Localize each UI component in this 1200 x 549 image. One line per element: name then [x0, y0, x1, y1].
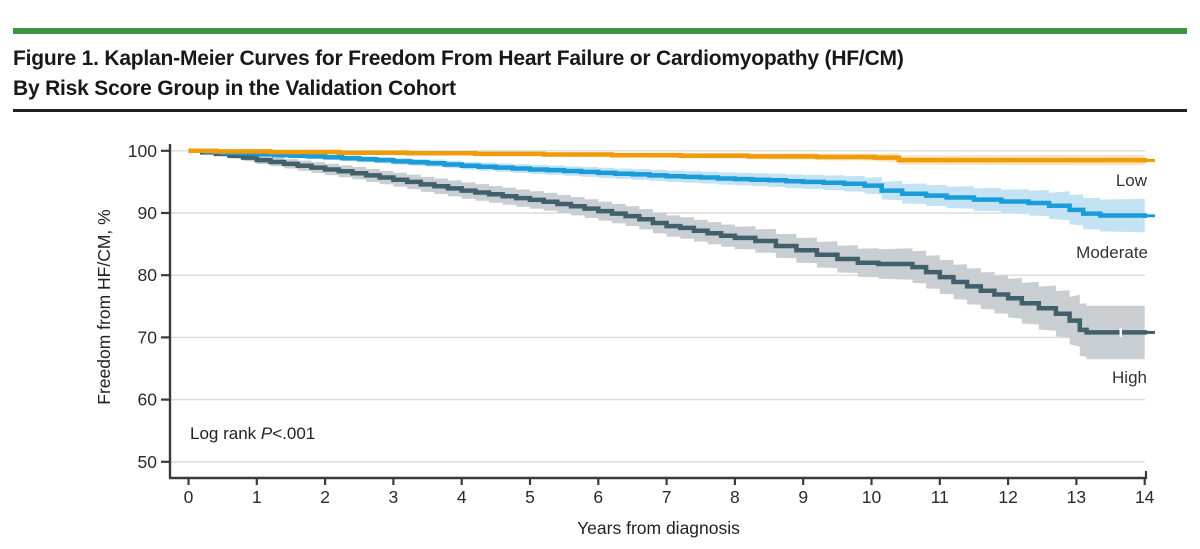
y-tick-label-60: 60	[138, 390, 158, 410]
y-tick-label-50: 50	[138, 452, 158, 472]
x-tick-label-1: 1	[252, 487, 262, 507]
log-rank-stat: P	[260, 424, 273, 443]
x-tick-label-13: 13	[1067, 487, 1086, 507]
x-tick-label-4: 4	[457, 487, 467, 507]
x-tick-label-12: 12	[998, 487, 1017, 507]
y-axis-label: Freedom from HF/CM, %	[94, 209, 114, 405]
x-axis-label: Years from diagnosis	[577, 518, 740, 538]
x-tick-label-5: 5	[525, 487, 535, 507]
curve-label-low: Low	[1115, 171, 1147, 190]
log-rank-annotation: Log rank P<.001	[190, 424, 315, 444]
km-curve-low	[188, 148, 1147, 163]
x-tick-label-8: 8	[730, 487, 740, 507]
log-rank-prefix: Log rank	[190, 424, 261, 443]
x-tick-label-3: 3	[389, 487, 399, 507]
x-tick-label-6: 6	[593, 487, 603, 507]
log-rank-value: <.001	[272, 424, 316, 443]
curve-label-moderate: Moderate	[1076, 243, 1148, 262]
figure-title-line2: By Risk Score Group in the Validation Co…	[13, 77, 456, 100]
x-tick-label-9: 9	[798, 487, 808, 507]
y-tick-label-80: 80	[138, 265, 158, 285]
km-curve-moderate	[188, 148, 1147, 219]
curve-label-high: High	[1112, 368, 1147, 387]
y-tick-label-100: 100	[128, 141, 157, 161]
x-tick-label-10: 10	[862, 487, 882, 507]
figure-accent-bar	[13, 28, 1187, 34]
x-tick-label-11: 11	[931, 487, 949, 507]
x-tick-label-0: 0	[184, 487, 194, 507]
km-curve-high	[188, 148, 1147, 335]
y-tick-label-70: 70	[138, 327, 158, 347]
ci-band-moderate	[188, 149, 1145, 233]
x-tick-label-14: 14	[1135, 487, 1155, 507]
y-tick-label-90: 90	[138, 203, 158, 223]
x-tick-label-7: 7	[662, 487, 672, 507]
figure-title: Figure 1. Kaplan-Meier Curves for Freedo…	[13, 44, 904, 104]
figure-title-line1: Figure 1. Kaplan-Meier Curves for Freedo…	[13, 47, 904, 70]
figure-title-rule	[13, 109, 1187, 112]
x-tick-label-2: 2	[320, 487, 330, 507]
